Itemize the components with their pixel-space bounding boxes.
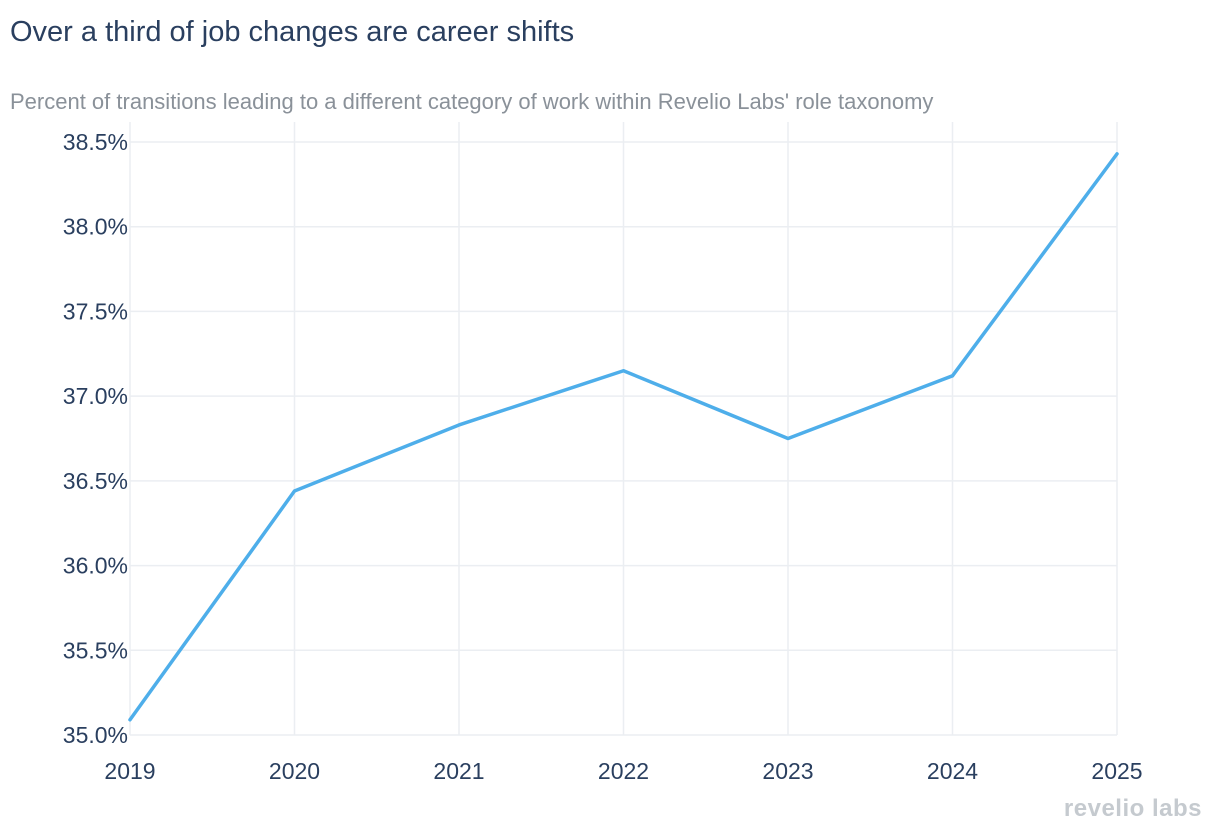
data-point: [951, 374, 954, 378]
y-tick-label: 36.0%: [63, 553, 128, 579]
chart-subtitle: Percent of transitions leading to a diff…: [10, 89, 934, 114]
x-tick-label: 2021: [433, 758, 484, 784]
x-tick-label: 2023: [762, 758, 813, 784]
series-lines: [128, 152, 1119, 722]
data-point: [128, 718, 132, 722]
grid-lines: [129, 122, 1118, 736]
revelio-labs-logo: revelio labs: [1063, 795, 1202, 822]
y-tick-label: 37.0%: [63, 383, 128, 409]
x-tick-label: 2019: [104, 758, 155, 784]
y-axis-tick-labels: 35.0% 35.5% 36.0% 36.5% 37.0% 37.5% 38.0% 38.5%: [63, 129, 128, 748]
data-point: [457, 423, 461, 427]
data-point: [622, 369, 625, 373]
x-tick-label: 2025: [1091, 758, 1142, 784]
y-tick-label: 38.0%: [63, 214, 128, 240]
x-tick-label: 2024: [927, 758, 978, 784]
x-tick-label: 2020: [269, 758, 320, 784]
y-tick-label: 35.0%: [63, 722, 128, 748]
y-tick-label: 36.5%: [63, 468, 128, 494]
data-point: [786, 437, 790, 440]
y-tick-label: 38.5%: [63, 129, 128, 155]
x-tick-label: 2022: [598, 758, 649, 784]
data-point: [293, 489, 296, 493]
data-point: [1115, 152, 1119, 156]
y-tick-label: 35.5%: [63, 637, 128, 663]
chart-title: Over a third of job changes are career s…: [10, 16, 575, 48]
x-axis-tick-labels: 2019 2020 2021 2022 2023 2024 2025: [104, 758, 1142, 784]
y-tick-label: 37.5%: [63, 298, 128, 324]
